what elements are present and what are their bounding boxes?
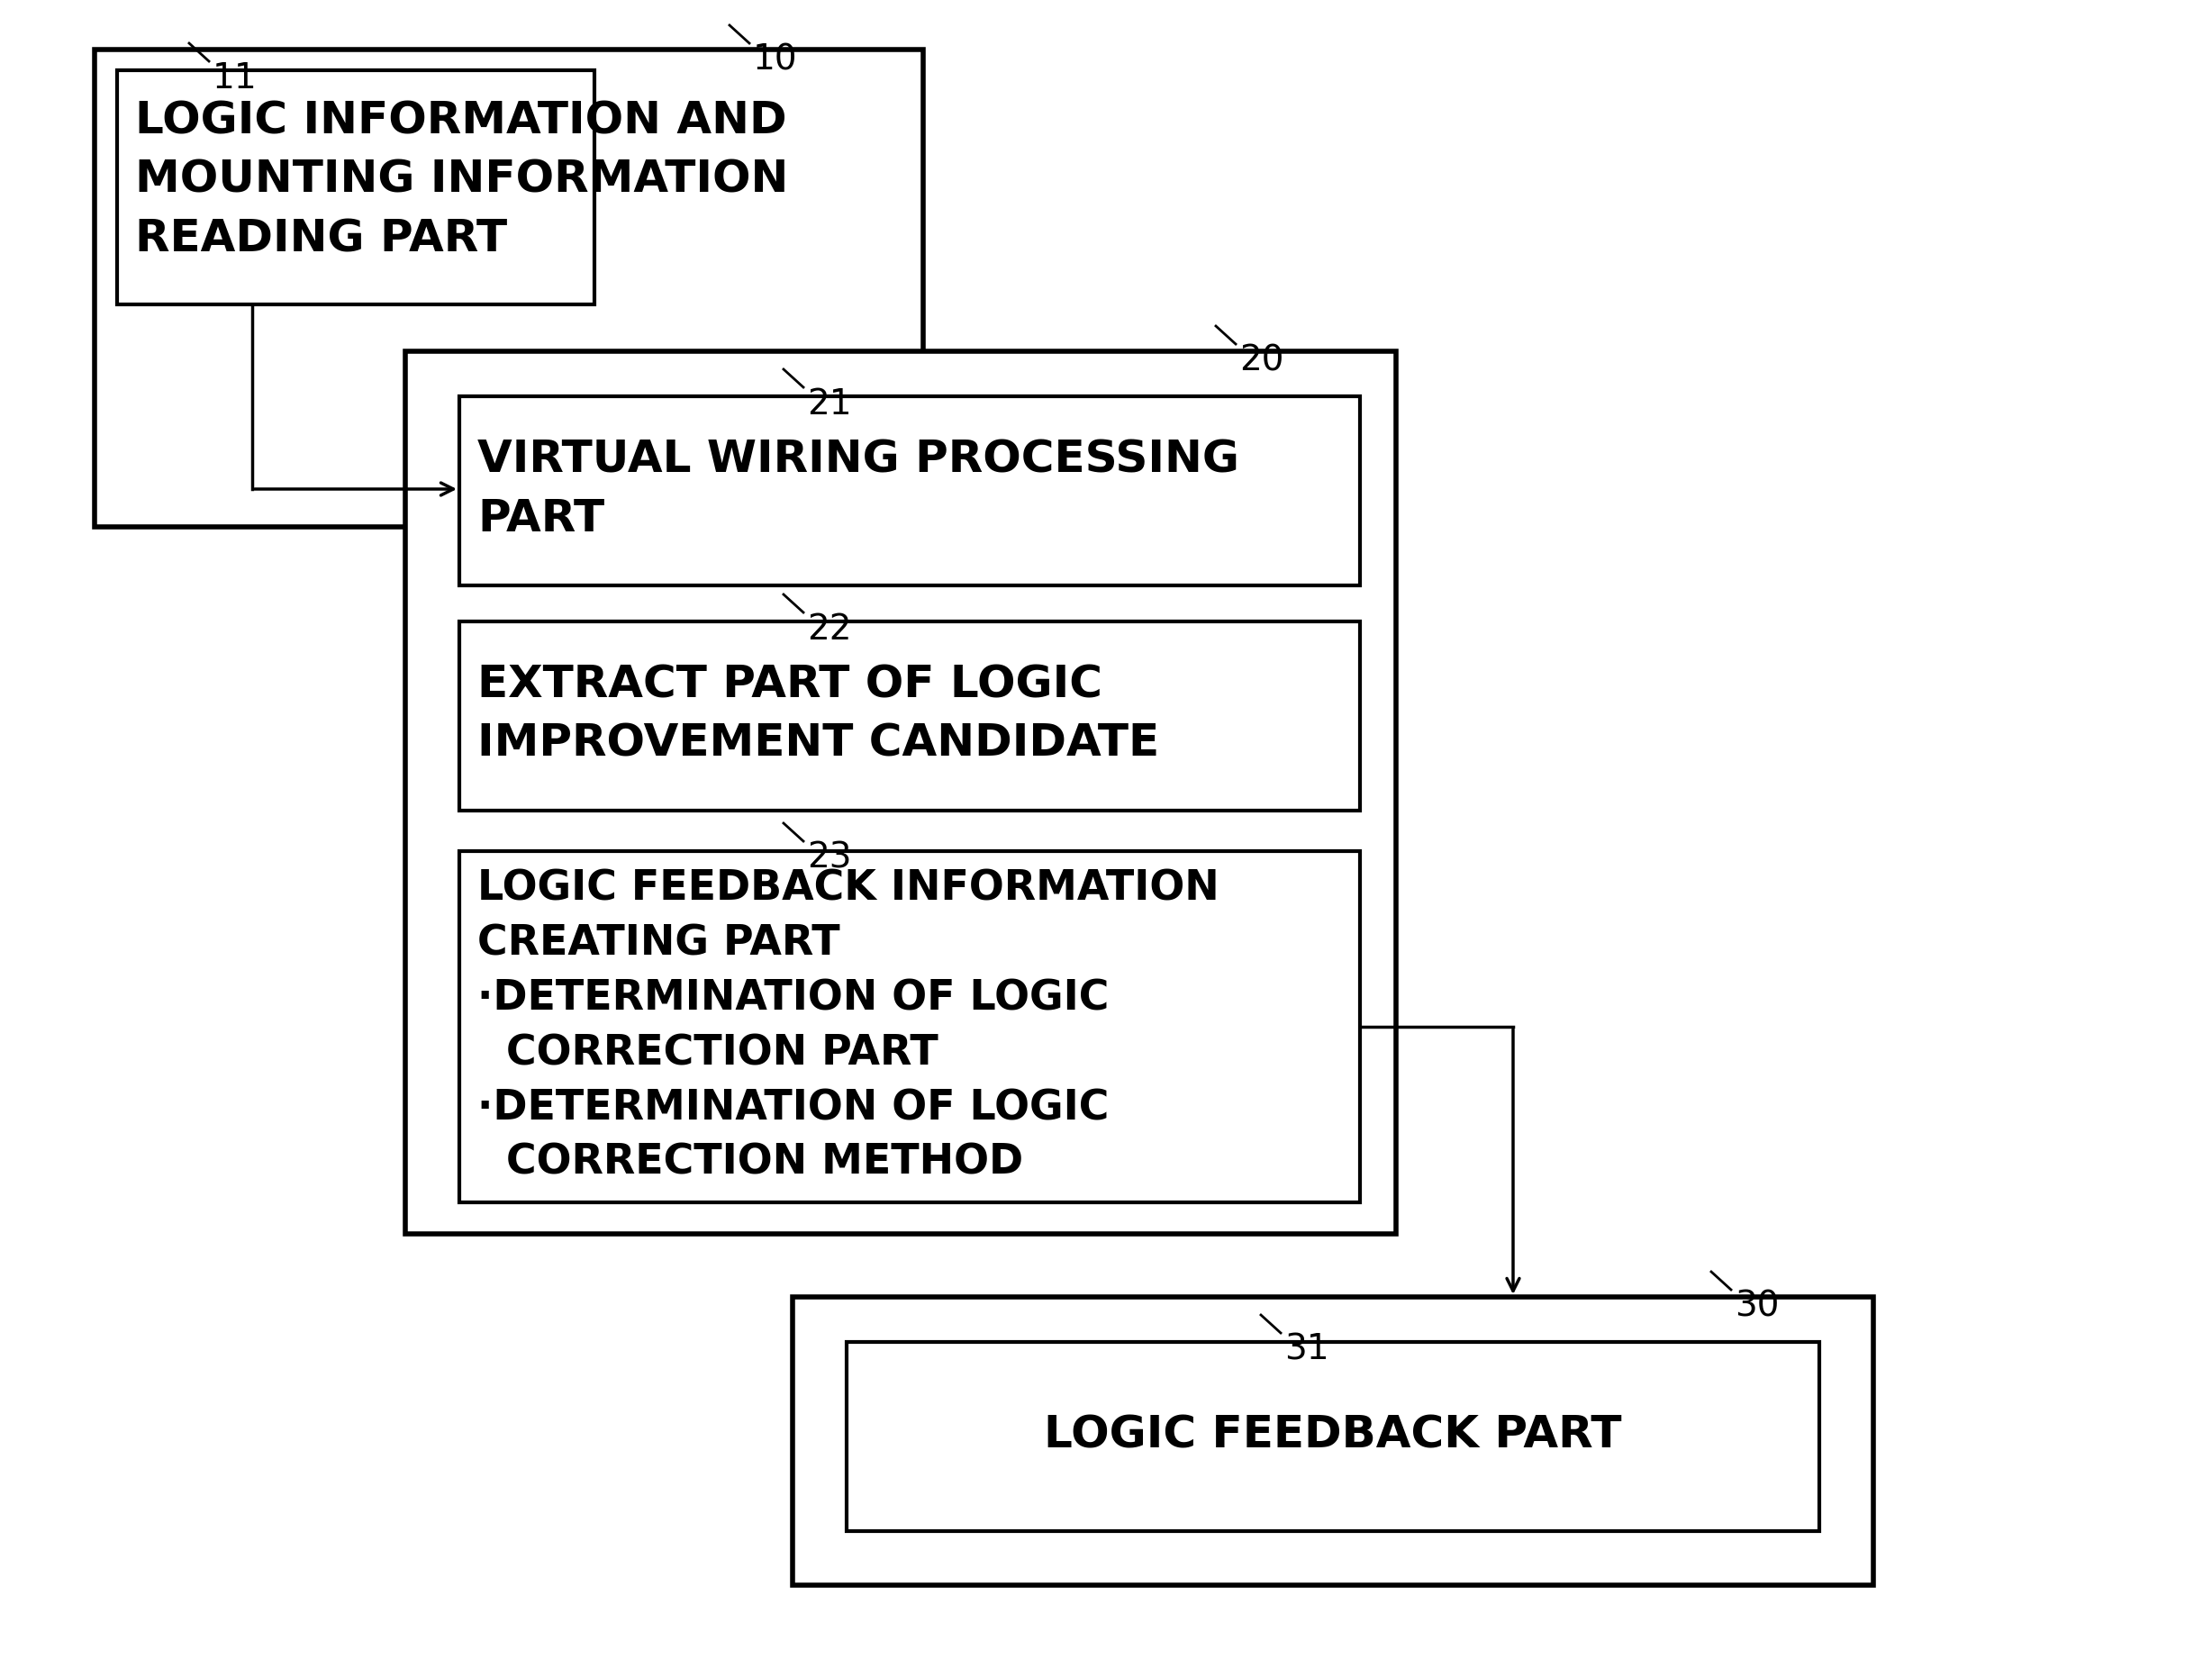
Bar <box>405 352 1396 1234</box>
Bar <box>460 851 1360 1203</box>
Text: LOGIC FEEDBACK PART: LOGIC FEEDBACK PART <box>1044 1413 1621 1456</box>
Bar <box>460 397 1360 585</box>
Bar <box>460 622 1360 811</box>
Text: VIRTUAL WIRING PROCESSING
PART: VIRTUAL WIRING PROCESSING PART <box>478 439 1239 540</box>
Text: 31: 31 <box>1285 1333 1329 1368</box>
Text: LOGIC INFORMATION AND
MOUNTING INFORMATION
READING PART: LOGIC INFORMATION AND MOUNTING INFORMATI… <box>135 100 787 260</box>
Text: 30: 30 <box>1734 1289 1778 1324</box>
Text: 10: 10 <box>752 43 799 77</box>
Bar <box>847 1343 1818 1531</box>
Text: EXTRACT PART OF LOGIC
IMPROVEMENT CANDIDATE: EXTRACT PART OF LOGIC IMPROVEMENT CANDID… <box>478 664 1159 766</box>
Text: 11: 11 <box>212 62 257 95</box>
Bar <box>117 70 595 305</box>
Text: 21: 21 <box>807 387 852 422</box>
Text: LOGIC FEEDBACK INFORMATION
CREATING PART
·DETERMINATION OF LOGIC
  CORRECTION PA: LOGIC FEEDBACK INFORMATION CREATING PART… <box>478 869 1219 1183</box>
Text: 23: 23 <box>807 841 852 876</box>
Bar <box>792 1298 1874 1585</box>
Bar <box>95 50 922 527</box>
Text: 20: 20 <box>1239 344 1283 379</box>
Text: 22: 22 <box>807 612 852 647</box>
